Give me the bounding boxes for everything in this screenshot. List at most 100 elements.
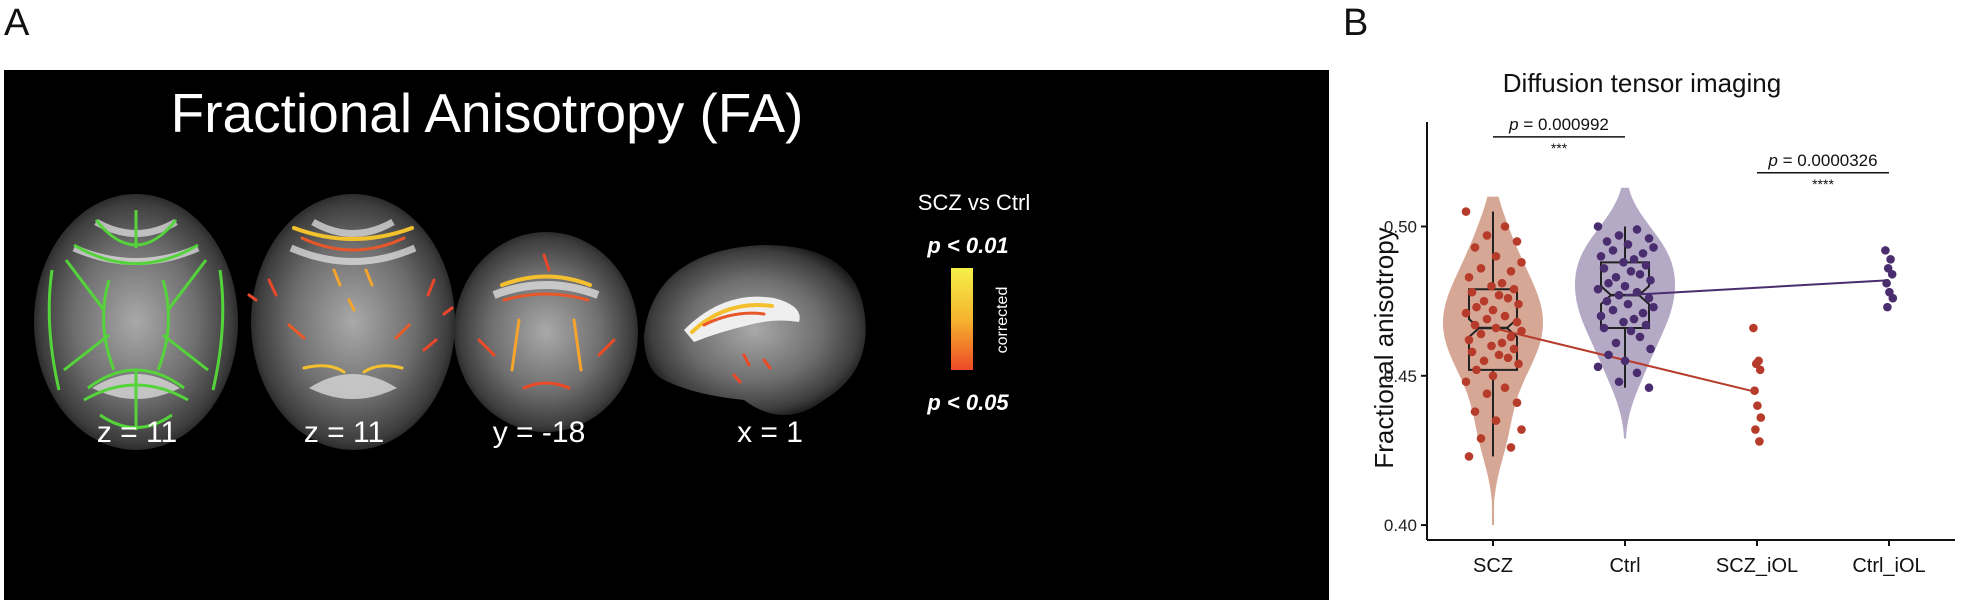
data-point bbox=[1641, 261, 1651, 270]
p-value-label: p = 0.000992 bbox=[1508, 115, 1609, 134]
significance-stars: **** bbox=[1812, 176, 1834, 192]
y-axis-label: Fractional anisotropy bbox=[1369, 227, 1399, 468]
panel-b-letter: B bbox=[1343, 2, 1369, 44]
data-point bbox=[1626, 266, 1636, 276]
data-point bbox=[1753, 401, 1762, 410]
data-point bbox=[1755, 365, 1765, 375]
data-point bbox=[1602, 296, 1612, 306]
data-point bbox=[1620, 281, 1630, 291]
slice-label-2: z = 11 bbox=[304, 416, 384, 449]
fa-title: Fractional Anisotropy (FA) bbox=[171, 82, 804, 144]
data-point bbox=[1641, 320, 1651, 330]
data-point bbox=[1517, 258, 1526, 267]
data-point bbox=[1644, 234, 1654, 243]
data-point bbox=[1599, 323, 1609, 333]
data-point bbox=[1476, 264, 1486, 273]
data-point bbox=[1888, 293, 1898, 303]
data-point bbox=[1461, 308, 1471, 318]
data-point bbox=[1619, 258, 1628, 267]
data-point bbox=[1644, 293, 1654, 303]
data-point bbox=[1623, 240, 1633, 249]
data-point bbox=[1626, 326, 1636, 336]
data-point bbox=[1464, 335, 1474, 345]
brain-images-panel: Fractional Anisotropy (FA) bbox=[4, 70, 1329, 600]
data-point bbox=[1593, 284, 1603, 294]
data-point bbox=[1608, 305, 1618, 315]
data-point bbox=[1620, 356, 1630, 366]
y-tick-label: 0.50 bbox=[1384, 218, 1417, 237]
data-point bbox=[1517, 326, 1526, 336]
data-point bbox=[1638, 249, 1648, 258]
data-point bbox=[1512, 317, 1522, 327]
data-point bbox=[1882, 278, 1891, 288]
data-point bbox=[1593, 222, 1603, 231]
data-point bbox=[1593, 362, 1603, 372]
data-point bbox=[1756, 413, 1766, 422]
data-point bbox=[1629, 314, 1639, 324]
data-point bbox=[1596, 252, 1606, 261]
data-point bbox=[1494, 350, 1504, 360]
slice-label-4: x = 1 bbox=[737, 416, 803, 449]
data-point bbox=[1500, 311, 1510, 321]
y-tick-label: 0.40 bbox=[1384, 516, 1417, 535]
data-point bbox=[1467, 287, 1477, 297]
data-point bbox=[1467, 347, 1477, 357]
data-point bbox=[1497, 338, 1507, 348]
axial-slice-skeleton bbox=[34, 194, 238, 450]
significance-stars: *** bbox=[1551, 140, 1568, 156]
y-tick-label: 0.45 bbox=[1384, 367, 1417, 386]
data-point bbox=[1482, 231, 1492, 240]
data-point bbox=[1464, 272, 1474, 282]
data-point bbox=[1488, 305, 1498, 315]
sagittal-slice bbox=[644, 245, 866, 415]
brain-images-canvas: Fractional Anisotropy (FA) bbox=[34, 82, 1030, 450]
data-point bbox=[1509, 284, 1519, 294]
data-point bbox=[1470, 243, 1480, 252]
data-point bbox=[1517, 425, 1526, 434]
data-point bbox=[1491, 416, 1501, 425]
data-point bbox=[1755, 437, 1764, 446]
data-point bbox=[1470, 320, 1480, 330]
data-point bbox=[1487, 341, 1496, 351]
data-point bbox=[1611, 272, 1621, 282]
data-point bbox=[1506, 332, 1516, 342]
data-point bbox=[1464, 452, 1474, 461]
data-point bbox=[1514, 359, 1523, 369]
data-point bbox=[1614, 231, 1624, 240]
data-point bbox=[1512, 398, 1522, 407]
skeleton-overlay bbox=[47, 210, 225, 430]
legend-top-label: p < 0.01 bbox=[926, 233, 1008, 258]
axial-slice-significance bbox=[247, 194, 455, 450]
data-point bbox=[1611, 338, 1621, 348]
panel-a-letter: A bbox=[4, 2, 30, 44]
data-point bbox=[1461, 207, 1471, 216]
data-point bbox=[1619, 317, 1628, 327]
data-point bbox=[1470, 407, 1480, 416]
x-tick-label: SCZ_iOL bbox=[1716, 555, 1798, 577]
data-point bbox=[1883, 302, 1892, 312]
plot-area: 0.40 0.45 0.50 SCZ Ctrl SCZ_iOL Ctrl_iOL p = 0.… bbox=[1384, 115, 1955, 577]
coronal-significance-overlay bbox=[477, 253, 616, 390]
data-point bbox=[1614, 377, 1624, 387]
data-point bbox=[1472, 302, 1481, 312]
violin-ctrl bbox=[1575, 187, 1675, 439]
legend-bottom-label: p < 0.05 bbox=[926, 390, 1009, 415]
data-point bbox=[1614, 290, 1624, 300]
data-point bbox=[1750, 386, 1759, 396]
data-point bbox=[1512, 237, 1522, 246]
data-point bbox=[1646, 344, 1655, 354]
data-point bbox=[1635, 269, 1645, 279]
data-point bbox=[1514, 299, 1523, 309]
data-point bbox=[1608, 246, 1618, 255]
data-point bbox=[1596, 311, 1606, 321]
data-point bbox=[1599, 264, 1609, 273]
data-point bbox=[1491, 252, 1501, 261]
data-point bbox=[1509, 344, 1519, 354]
data-point bbox=[1646, 275, 1655, 285]
colorbar bbox=[951, 268, 973, 370]
violin-chart: Diffusion tensor imaging Fractional anis… bbox=[1369, 68, 1955, 577]
sagittal-significance-overlay bbox=[690, 303, 774, 384]
data-point bbox=[1500, 222, 1510, 231]
data-point bbox=[1487, 281, 1496, 291]
data-point bbox=[1488, 371, 1498, 381]
